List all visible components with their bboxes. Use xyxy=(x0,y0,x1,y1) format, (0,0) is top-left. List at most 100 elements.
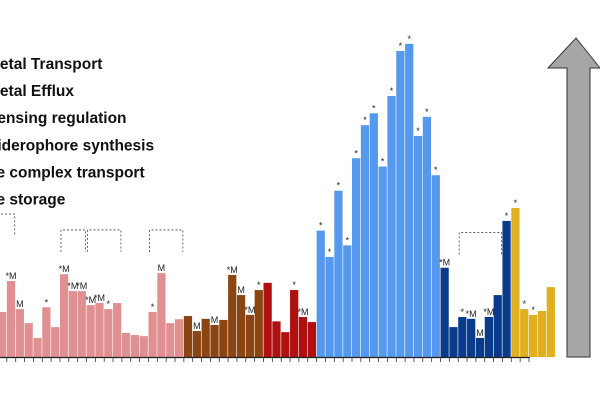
bar-4 xyxy=(24,323,33,357)
bar-annotation-25: M xyxy=(211,315,219,325)
bar-61 xyxy=(529,314,538,357)
bar-annotation-6: * xyxy=(45,297,49,307)
x-axis-ticks xyxy=(6,358,530,362)
bar-13 xyxy=(104,309,113,357)
bar-38 xyxy=(325,256,334,357)
bar-annotation-35: *M xyxy=(298,307,309,317)
bar-52 xyxy=(449,327,458,357)
up-arrow-icon xyxy=(546,37,600,358)
bar-11 xyxy=(86,305,95,357)
bar-annotation-56: *M xyxy=(483,307,494,317)
bar-19 xyxy=(157,273,166,357)
bar-48 xyxy=(413,135,423,357)
legend-item-1: Metal Transport xyxy=(0,56,102,73)
bar-annotation-2: *M xyxy=(5,271,16,281)
bracket-3 xyxy=(87,229,122,252)
bar-annotation-45: * xyxy=(390,86,394,96)
bar-annotation-30: * xyxy=(257,280,261,290)
bar-annotation-59: * xyxy=(514,198,518,208)
bar-44 xyxy=(378,166,387,357)
bracket-2 xyxy=(60,229,86,252)
bar-21 xyxy=(175,319,184,357)
bar-24 xyxy=(201,318,210,357)
bar-27 xyxy=(228,274,237,357)
bar-6 xyxy=(42,307,51,357)
bar-53 xyxy=(458,317,467,357)
bar-annotation-42: * xyxy=(363,115,367,125)
bar-annotation-39: * xyxy=(337,181,341,191)
bar-33 xyxy=(281,332,290,357)
bar-annotation-9: *M xyxy=(67,281,78,291)
bar-43 xyxy=(369,113,378,357)
bar-annotation-23: M xyxy=(193,321,201,331)
bar-25 xyxy=(210,324,219,357)
legend-item-5: Fe complex transport xyxy=(0,164,145,181)
bar-annotation-34: * xyxy=(292,280,296,290)
bar-annotation-19: M xyxy=(158,263,166,273)
bar-18 xyxy=(148,312,157,357)
bar-5 xyxy=(33,337,42,357)
bar-36 xyxy=(307,322,316,357)
bar-annotations: *MM **M*M*M*M*M* *MMM*MM*M* **M************… xyxy=(5,34,535,338)
bar-9 xyxy=(68,291,78,357)
bar-28 xyxy=(236,295,246,357)
bar-annotation-54: *M xyxy=(466,309,477,319)
bar-51 xyxy=(440,267,449,357)
bar-7 xyxy=(51,327,60,357)
bar-8 xyxy=(59,274,69,357)
bar-62 xyxy=(537,310,547,357)
bar-annotation-47: * xyxy=(407,34,411,44)
bar-57 xyxy=(493,295,502,357)
significance-brackets xyxy=(0,213,502,255)
bar-37 xyxy=(316,230,325,357)
bar-31 xyxy=(263,282,272,357)
bar-15 xyxy=(121,332,131,357)
bar-annotation-58: * xyxy=(505,211,509,221)
bar-annotation-53: * xyxy=(461,307,465,317)
bar-annotation-13: * xyxy=(107,299,111,309)
bar-42 xyxy=(360,125,370,357)
bar-39 xyxy=(334,190,343,357)
bar-40 xyxy=(343,245,352,357)
bar-32 xyxy=(272,321,281,357)
bar-annotation-27: *M xyxy=(227,265,238,275)
bar-41 xyxy=(352,158,361,357)
bar-64 xyxy=(555,335,564,357)
bar-annotation-11: *M xyxy=(85,295,96,305)
bar-annotation-29: *M xyxy=(244,305,255,315)
bracket-1 xyxy=(0,213,16,237)
legend: Metal Transport Metal Efflux Sensing regul… xyxy=(0,56,154,209)
bar-annotation-28: M xyxy=(237,285,245,295)
bar-annotation-51: *M xyxy=(439,258,450,268)
legend-item-2: Metal Efflux xyxy=(0,83,74,100)
bar-annotation-55: M xyxy=(476,328,484,338)
bar-35 xyxy=(298,317,308,357)
bar-1 xyxy=(0,312,7,357)
bars-group xyxy=(0,43,564,358)
bar-annotation-49: * xyxy=(425,107,429,117)
bar-14 xyxy=(113,303,122,357)
bar-59 xyxy=(511,207,520,357)
bar-annotation-50: * xyxy=(434,165,438,175)
bar-49 xyxy=(422,116,432,357)
legend-item-6: Fe storage xyxy=(0,192,66,209)
bar-63 xyxy=(546,287,555,357)
bar-3 xyxy=(15,309,24,357)
bar-annotation-18: * xyxy=(151,302,155,312)
legend-item-3: Sensing regulation xyxy=(0,110,127,127)
bar-annotation-8: *M xyxy=(59,264,70,274)
bar-annotation-38: * xyxy=(328,247,332,257)
bar-34 xyxy=(290,290,299,357)
bar-23 xyxy=(192,331,201,357)
bar-55 xyxy=(475,337,485,357)
bar-10 xyxy=(77,291,86,357)
bar-29 xyxy=(245,314,255,357)
bar-56 xyxy=(484,317,493,357)
bar-12 xyxy=(95,303,104,357)
bracket-5 xyxy=(458,232,502,255)
bar-annotation-48: * xyxy=(416,126,420,136)
bar-17 xyxy=(139,336,148,357)
bar-30 xyxy=(254,290,263,357)
bar-annotation-40: * xyxy=(346,235,350,245)
